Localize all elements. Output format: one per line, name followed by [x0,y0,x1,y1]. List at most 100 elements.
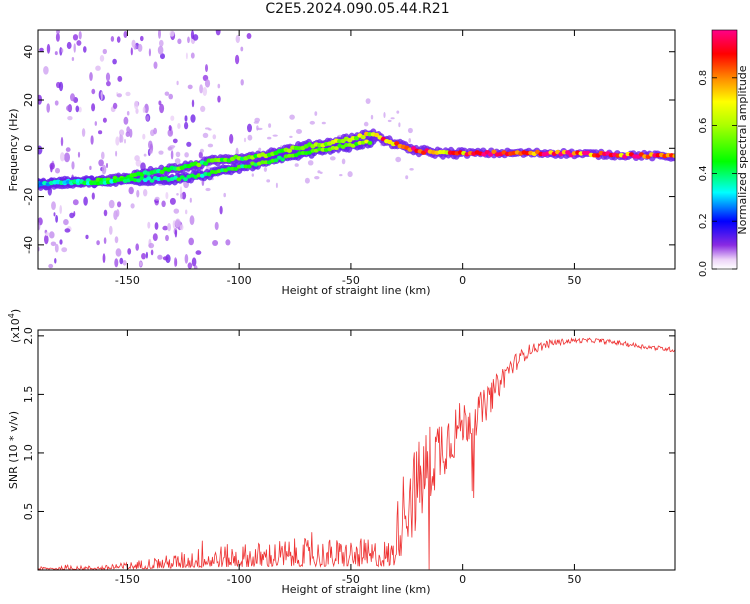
spectrogram-noise-blob [387,119,392,123]
spectrogram-noise-blob [309,120,315,125]
spectrogram-noise-blob [78,31,82,40]
spectrogram-noise-blob [55,215,58,223]
spectrogram-noise-blob [145,251,148,259]
spectrogram-noise-blob [184,152,189,158]
spectrogram-noise-blob [272,134,278,137]
spectrogram-noise-blob [184,253,189,264]
spectrogram-noise-blob [157,45,164,55]
spectrogram-noise-blob [153,61,158,69]
spectrogram-noise-blob [142,106,146,113]
spectrogram-noise-blob [61,247,68,253]
spectrogram-noise-blob [319,171,323,174]
spectrogram-noise-blob [190,30,195,40]
spectrogram-noise-blob [193,265,198,269]
spectrogram-noise-blob [59,205,62,214]
spectrogram-noise-blob [174,218,181,228]
spectrogram-noise-blob [229,133,234,144]
colorbar-label: Normalized spectral amplitude [736,65,749,234]
spectrogram-noise-blob [365,98,371,104]
spectrogram-noise-blob [101,151,105,160]
spectrogram-noise-blob [370,114,374,120]
spectrogram-ridge-core [146,176,152,181]
colorbar-gradient [712,30,737,269]
spectrogram-noise-blob [205,187,211,192]
spectrogram-noise-blob [117,201,122,208]
spectrogram-noise-blob [56,30,60,34]
spectrogram-noise-blob [167,129,174,137]
spectrogram-noise-blob [275,182,278,189]
spectrogram-noise-blob [160,53,165,60]
spectrogram-noise-blob [91,88,96,95]
spectrogram-noise-blob [157,254,163,260]
spectrogram-noise-blob [148,242,155,249]
spectrogram-noise-blob [187,84,193,90]
spectrogram-noise-blob [61,48,64,53]
spectrogram-noise-blob [169,197,176,205]
spectrogram-noise-blob [58,81,64,92]
snr-y-tick-label: 2.0 [22,327,35,345]
spectrogram-noise-blob [154,222,159,230]
spectrogram-noise-blob [179,224,184,231]
snr-plot-area [38,330,675,570]
spectrogram-noise-blob [390,117,395,120]
spectrogram-noise-blob [174,257,177,267]
spectrogram-noise-blob [339,174,343,177]
spectrogram-noise-blob [383,112,386,118]
spectrogram-ridge-core [310,148,316,153]
spectrogram-noise-blob [398,122,401,128]
spectrogram-noise-blob [126,111,130,116]
colorbar-tick-label: 0.8 [698,70,709,86]
spectrogram-noise-blob [185,52,188,60]
spectrogram-ridge-core [183,177,188,182]
spectrogram-noise-blob [106,163,108,168]
spectrogram-noise-blob [199,84,204,94]
spectrogram-noise-blob [409,168,414,171]
spectrogram-noise-blob [396,110,400,114]
spectrogram-y-axis-label: Frequency (Hz) [7,109,20,192]
spectrogram-noise-blob [180,193,183,200]
spectrogram-noise-blob [116,36,121,43]
spectrogram-noise-blob [54,258,57,264]
figure-title: C2E5.2024.090.05.44.R21 [265,1,450,17]
spectrogram-noise-blob [46,43,51,54]
spectrogram-ridge-core [139,176,145,181]
spectrogram-ridge-core [491,149,497,154]
spectrogram-noise-blob [38,145,43,155]
spectrogram-noise-blob [100,91,103,101]
spectrogram-noise-blob [174,229,178,238]
spectrogram-noise-blob [72,199,79,206]
spectrogram-noise-blob [212,240,219,246]
spectrogram-noise-blob [49,231,55,239]
spectrogram-noise-blob [125,131,130,137]
spectrogram-noise-blob [158,150,164,155]
spectrogram-noise-blob [153,127,158,135]
spectrogram-noise-blob [64,228,71,233]
spectrogram-noise-blob [119,257,124,265]
spectrogram-noise-blob [123,116,129,125]
spectrogram-noise-blob [72,34,79,41]
spectrogram-noise-blob [139,261,143,267]
spectrogram-noise-blob [266,179,271,183]
spectrogram-noise-blob [175,151,181,158]
spectrogram-ridge-core [344,143,349,147]
spectrogram-y-tick-label: 40 [22,45,35,59]
colorbar: 0.0 0.2 0.4 0.6 0.8 Normalized spectral ampl… [698,29,749,277]
spectrogram-y-tick-label: -20 [22,188,35,206]
spectrogram-ridge-core [260,160,265,165]
colorbar-frame [711,29,738,270]
spectrogram-noise-blob [75,105,80,113]
spectrogram-noise-blob [98,130,103,135]
spectrogram-noise-blob [38,222,41,231]
spectrogram-ridge-core [273,158,279,163]
snr-y-scale-close: ) [9,309,22,313]
spectrogram-noise-blob [148,48,151,57]
spectrogram-noise-blob [102,117,107,123]
spectrogram-ridge-core [233,167,239,171]
spectrogram-noise-blob [168,125,172,131]
spectrogram-ridge-core [394,141,400,146]
snr-ticks: -150 -100 -50 0 50 0.5 1.0 1.5 2.0 [22,327,675,586]
spectrogram-ridge-core [353,136,360,141]
spectrogram-noise-blob [54,100,59,106]
spectrogram-noise-blob [395,156,402,163]
spectrogram-noise-blob [181,191,187,200]
